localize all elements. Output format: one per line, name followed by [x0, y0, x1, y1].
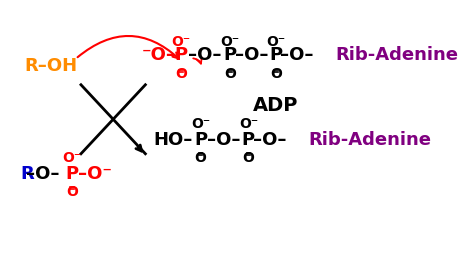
Text: R–OH: R–OH — [24, 57, 77, 75]
Text: O⁻: O⁻ — [172, 35, 191, 49]
Text: P: P — [65, 165, 78, 183]
Text: O: O — [224, 67, 236, 81]
Text: –O–: –O– — [280, 46, 313, 64]
Text: HO–: HO– — [153, 131, 192, 149]
Text: O⁻: O⁻ — [239, 117, 258, 131]
Text: P: P — [269, 46, 283, 64]
Text: Rib-Adenine: Rib-Adenine — [308, 131, 431, 149]
Text: O: O — [66, 185, 78, 199]
Text: Rib-Adenine: Rib-Adenine — [336, 46, 459, 64]
Text: P: P — [242, 131, 255, 149]
Text: –O⁻: –O⁻ — [78, 165, 112, 183]
Text: O⁻: O⁻ — [62, 151, 82, 165]
Text: P: P — [194, 131, 207, 149]
Text: –O–: –O– — [188, 46, 221, 64]
Text: ⁻O–: ⁻O– — [141, 46, 175, 64]
Text: P: P — [223, 46, 237, 64]
Text: P: P — [175, 46, 188, 64]
Text: O: O — [270, 67, 282, 81]
Text: –O–: –O– — [207, 131, 240, 149]
Text: O⁻: O⁻ — [220, 35, 240, 49]
Text: O: O — [195, 151, 207, 165]
Text: O: O — [175, 67, 187, 81]
Text: O: O — [243, 151, 255, 165]
Text: –O–: –O– — [236, 46, 269, 64]
Text: ADP: ADP — [253, 97, 299, 115]
Text: O⁻: O⁻ — [191, 117, 210, 131]
Text: R: R — [21, 165, 35, 183]
Text: –O–: –O– — [253, 131, 286, 149]
Text: O⁻: O⁻ — [266, 35, 286, 49]
Text: –O–: –O– — [26, 165, 59, 183]
